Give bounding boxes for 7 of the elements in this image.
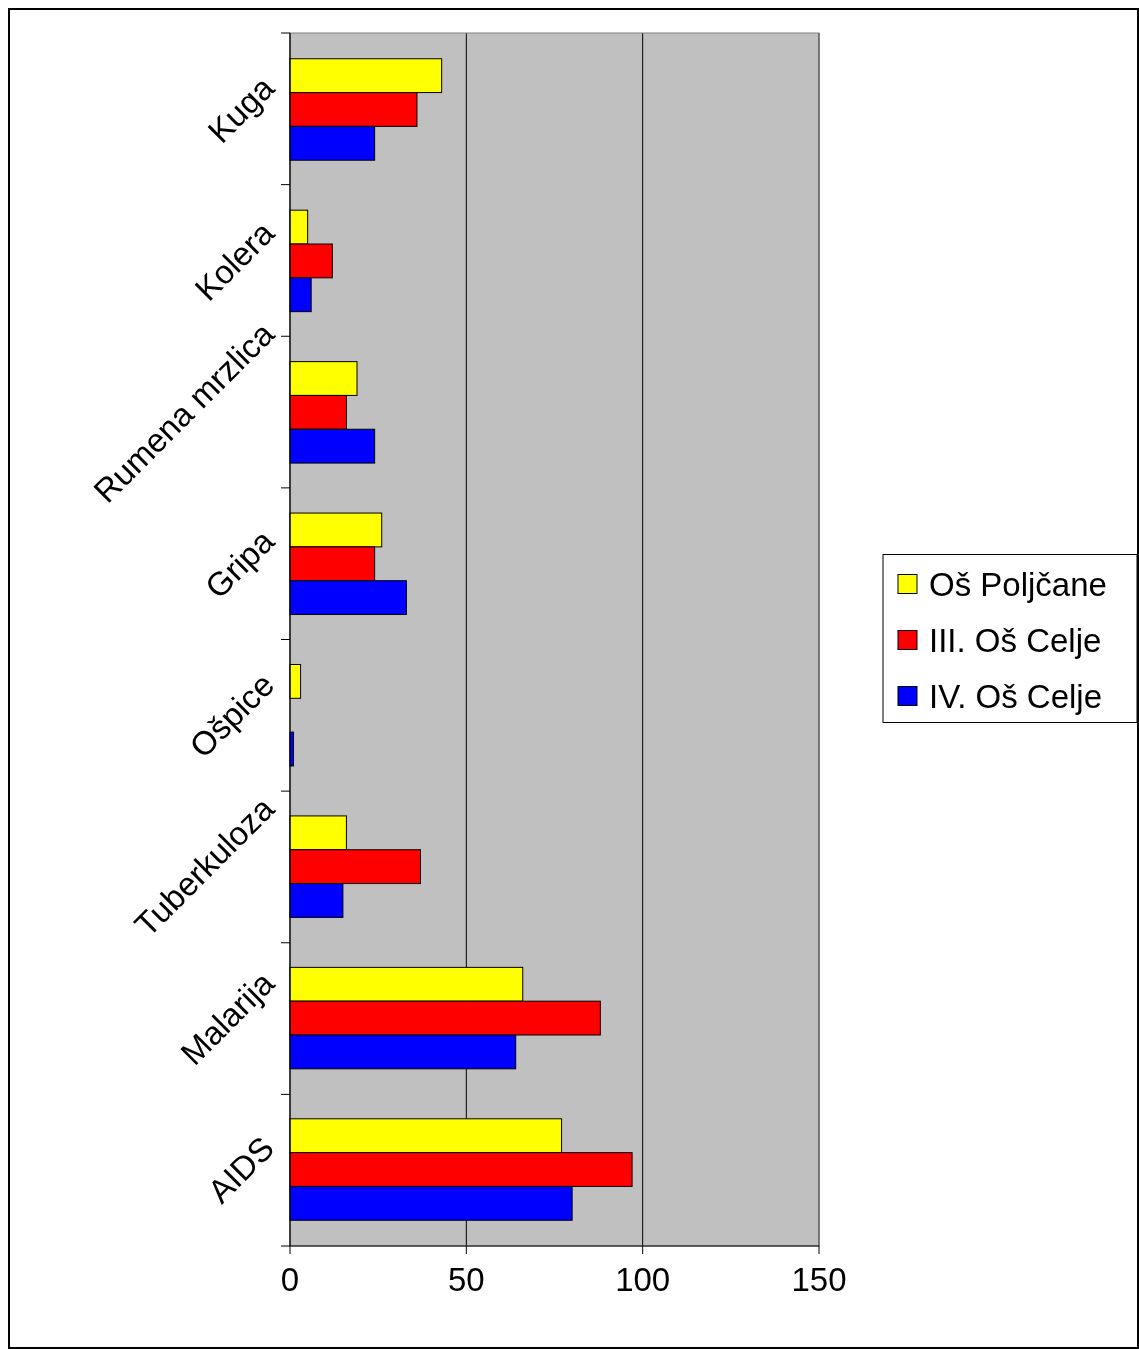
legend-label: Oš Poljčane [929,565,1107,603]
x-tick-label: 150 [791,1261,847,1298]
x-tick-label: 0 [280,1261,300,1298]
x-tick-label: 100 [615,1261,671,1298]
legend-label: IV. Oš Celje [929,677,1103,715]
legend-label: III. Oš Celje [929,621,1102,659]
x-tick-label: 50 [447,1261,485,1298]
